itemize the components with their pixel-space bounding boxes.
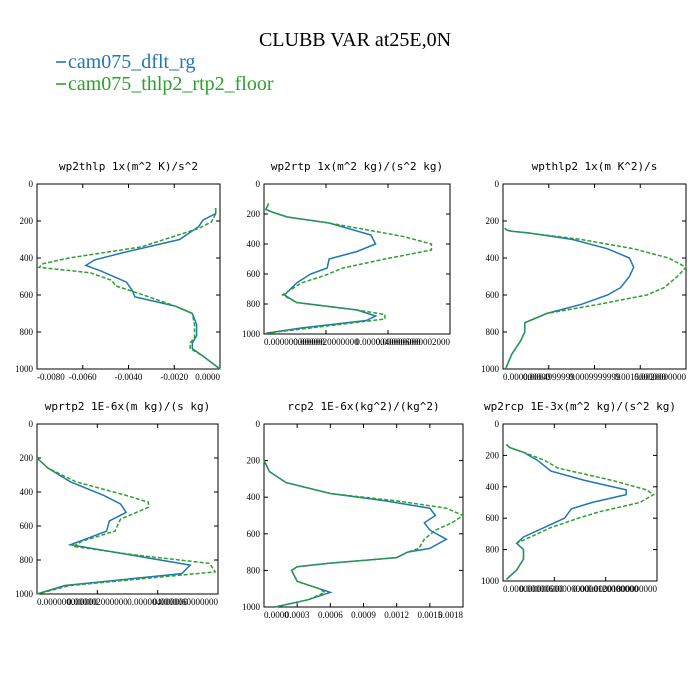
y-tick-label: 1000 — [481, 576, 500, 586]
panel-2: wp2rtp 1x(m^2 kg)/(s^2 kg) 0 200 400 600 800 1… — [242, 160, 451, 347]
plot-frame — [263, 423, 464, 608]
x-tick-label: 0.0015 — [417, 610, 442, 620]
plot-frame — [502, 423, 658, 582]
x-tick-label: 0.000004000000 — [127, 597, 188, 607]
panel-5: rcp2 1E-6x(kg^2)/(kg^2) 0 200 400 600 800 1000… — [242, 400, 465, 620]
series-line-1 — [36, 457, 192, 595]
panel-title: wp2thlp 1x(m^2 K)/s^2 — [59, 160, 198, 173]
y-tick-label: 800 — [486, 327, 500, 337]
series-line-1 — [505, 443, 627, 580]
x-tick-label: -0.0020 — [160, 372, 188, 382]
x-tick-label: 0.0009999999 — [569, 372, 621, 382]
y-tick-label: 600 — [20, 290, 34, 300]
y-tick-label: 200 — [486, 216, 500, 226]
y-tick-label: 800 — [486, 545, 500, 555]
y-tick-label: 1000 — [15, 364, 34, 374]
y-tick-label: 1000 — [481, 364, 500, 374]
x-tick-label: 0.000000000000 — [264, 337, 325, 347]
x-tick-label: 0.00001800000000 — [587, 584, 657, 594]
y-tick-label: 400 — [486, 253, 500, 263]
x-tick-label: 0.0004999999 — [523, 372, 575, 382]
x-tick-label: 0.0000 — [264, 610, 289, 620]
x-tick-label: 0.000006000002000 — [376, 337, 451, 347]
y-tick-label: 800 — [20, 327, 34, 337]
series-line-2 — [36, 457, 217, 595]
y-tick-label: 0 — [256, 179, 261, 189]
x-tick-label: 0.0009 — [351, 610, 376, 620]
panel-3: wpthlp2 1x(m K^2)/s020040060080010000.00… — [481, 160, 688, 382]
plot-frame — [502, 183, 687, 370]
panel-grid: wp2thlp 1x(m^2 K)/s^202004006008001000-0… — [15, 160, 688, 620]
x-tick-label: 0.0006 — [318, 610, 343, 620]
y-tick-label: 0 — [495, 179, 500, 189]
plot-frame — [263, 183, 451, 335]
y-tick-label: 400 — [486, 482, 500, 492]
x-tick-label: 0.0000020000000 — [293, 337, 359, 347]
x-tick-label: 0.000000000000 — [37, 597, 98, 607]
y-tick-label: 1000 — [242, 602, 261, 612]
series-line-1 — [84, 208, 221, 370]
x-tick-label: 0.0020000000 — [634, 372, 686, 382]
series-line-1 — [504, 227, 635, 370]
panel-6: wp2rcp 1E-3x(m^2 kg)/(s^2 kg) 0 200 400 600 8… — [481, 400, 676, 594]
panel-4: wprtp2 1E-6x(m kg)/(s kg) 0 200 400 600 800 10… — [15, 400, 219, 607]
y-tick-label: 1000 — [242, 329, 261, 339]
x-tick-label: 0.000002000000 — [67, 597, 128, 607]
legend-label-1: cam075_dflt_rg — [68, 51, 195, 73]
y-tick-label: 600 — [486, 513, 500, 523]
y-tick-label: 0 — [495, 419, 500, 429]
y-tick-label: 600 — [247, 269, 261, 279]
y-tick-label: 600 — [486, 290, 500, 300]
series-line-1 — [263, 460, 448, 608]
y-tick-label: 0 — [29, 179, 34, 189]
x-tick-label: 0.0015000000 — [614, 372, 666, 382]
series-line-2 — [263, 460, 465, 608]
y-tick-label: 400 — [247, 492, 261, 502]
y-tick-label: 200 — [486, 450, 500, 460]
y-tick-label: 1000 — [15, 589, 34, 599]
x-tick-label: 0.000000000 — [503, 372, 551, 382]
y-tick-label: 0 — [256, 419, 261, 429]
x-tick-label: 0.0003 — [285, 610, 310, 620]
y-tick-label: 800 — [20, 555, 34, 565]
x-tick-label: -0.0040 — [115, 372, 143, 382]
x-tick-label: -0.0080 — [37, 372, 65, 382]
x-tick-label: 0.000000000000 — [503, 584, 564, 594]
y-tick-label: 600 — [20, 521, 34, 531]
x-tick-label: 0.0000040000000 — [355, 337, 421, 347]
y-tick-label: 400 — [20, 253, 34, 263]
x-tick-label: 0.0000120000000 — [573, 584, 639, 594]
panel-title: wpthlp2 1x(m K^2)/s — [532, 160, 658, 173]
y-tick-label: 800 — [247, 299, 261, 309]
series-line-2 — [504, 227, 688, 370]
y-tick-label: 200 — [247, 209, 261, 219]
y-tick-label: 600 — [247, 529, 261, 539]
series-line-2 — [505, 443, 656, 580]
x-tick-label: 0.0012 — [384, 610, 409, 620]
series-line-2 — [37, 208, 221, 370]
legend-label-2: cam075_thlp2_rtp2_floor — [68, 73, 274, 95]
series-line-2 — [264, 203, 433, 335]
x-tick-label: 0.0000060000000 — [153, 597, 219, 607]
panel-title: wp2rtp 1x(m^2 kg)/(s^2 kg) — [271, 160, 443, 173]
y-tick-label: 0 — [29, 419, 34, 429]
y-tick-label: 200 — [20, 216, 34, 226]
y-tick-label: 400 — [20, 487, 34, 497]
y-tick-label: 200 — [247, 456, 261, 466]
panel-title: wprtp2 1E-6x(m kg)/(s kg) — [45, 400, 211, 413]
figure-title: CLUBB VAR at25E,0N — [259, 29, 451, 51]
series-line-1 — [264, 203, 378, 335]
panel-title: wp2rcp 1E-3x(m^2 kg)/(s^2 kg) — [484, 400, 676, 413]
x-tick-label: -0.0060 — [69, 372, 97, 382]
x-tick-label: 0.00000600000000 — [519, 584, 589, 594]
panel-title: rcp2 1E-6x(kg^2)/(kg^2) — [287, 400, 439, 413]
y-tick-label: 200 — [20, 453, 34, 463]
panel-1: wp2thlp 1x(m^2 K)/s^202004006008001000-0… — [15, 160, 221, 382]
plot-frame — [36, 423, 219, 595]
y-tick-label: 800 — [247, 565, 261, 575]
x-tick-label: 0.0000 — [195, 372, 220, 382]
y-tick-label: 400 — [247, 239, 261, 249]
x-tick-label: 0.0018 — [438, 610, 463, 620]
